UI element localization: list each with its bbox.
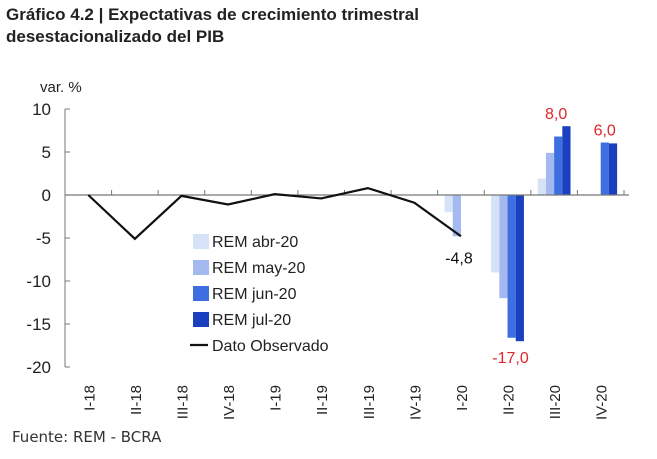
- chart-title-line2: desestacionalizado del PIB: [6, 27, 225, 46]
- x-tick-label: III-20: [547, 385, 564, 419]
- y-tick-label: -15: [26, 315, 51, 334]
- y-axis-label: var. %: [40, 79, 82, 96]
- x-tick-label: I-19: [268, 385, 285, 411]
- bar-rem-abr-20: [491, 195, 500, 273]
- bar-rem-may-20: [545, 152, 555, 195]
- x-tick-label: IV-18: [221, 385, 238, 420]
- bar-rem-jul-20: [562, 126, 571, 195]
- x-tick-label: I-18: [81, 385, 98, 411]
- y-tick-label: -10: [26, 272, 51, 291]
- legend-label: REM jul-20: [212, 312, 291, 329]
- y-tick-label: 5: [42, 143, 51, 162]
- x-tick-label: IV-20: [594, 385, 611, 420]
- legend-swatch: [193, 312, 209, 327]
- legend-label: REM may-20: [212, 260, 305, 277]
- bar-rem-jul-20: [515, 195, 524, 342]
- y-tick-label: 0: [42, 186, 51, 205]
- x-tick-label: III-19: [361, 385, 378, 419]
- bar-rem-abr-20: [537, 178, 546, 195]
- x-tick-label: III-18: [174, 385, 191, 419]
- bar-rem-may-20: [452, 195, 461, 237]
- legend-swatch: [193, 286, 209, 301]
- x-tick-label: II-18: [128, 385, 145, 415]
- bar-rem-abr-20: [444, 195, 453, 213]
- source-note: Fuente: REM - BCRA: [12, 428, 162, 446]
- legend-swatch: [193, 260, 209, 275]
- legend-label: Dato Observado: [212, 338, 329, 355]
- chart-title-line1: Gráfico 4.2 | Expectativas de crecimient…: [6, 5, 419, 24]
- y-tick-label: 10: [32, 100, 51, 119]
- data-label: 8,0: [545, 106, 567, 123]
- legend-swatch: [193, 234, 209, 249]
- line-dato-observado: [87, 186, 462, 241]
- legend-label: REM jun-20: [212, 286, 297, 303]
- x-tick-label: IV-19: [407, 385, 424, 420]
- x-tick-label: II-19: [314, 385, 331, 415]
- bar-rem-jun-20: [507, 195, 516, 338]
- x-tick-label: II-20: [501, 385, 518, 415]
- x-tick-label: I-20: [454, 385, 471, 411]
- bar-rem-may-20: [499, 195, 508, 299]
- bar-rem-jul-20: [608, 143, 618, 195]
- y-tick-label: -5: [36, 229, 51, 248]
- legend-label: REM abr-20: [212, 234, 298, 251]
- bar-rem-jun-20: [554, 136, 563, 195]
- data-label: -17,0: [492, 350, 529, 367]
- data-label: 6,0: [594, 123, 616, 140]
- chart-title: Gráfico 4.2 | Expectativas de crecimient…: [6, 4, 419, 48]
- y-tick-label: -20: [26, 358, 51, 377]
- bar-rem-jun-20: [600, 142, 609, 195]
- data-label: -4,8: [445, 250, 473, 267]
